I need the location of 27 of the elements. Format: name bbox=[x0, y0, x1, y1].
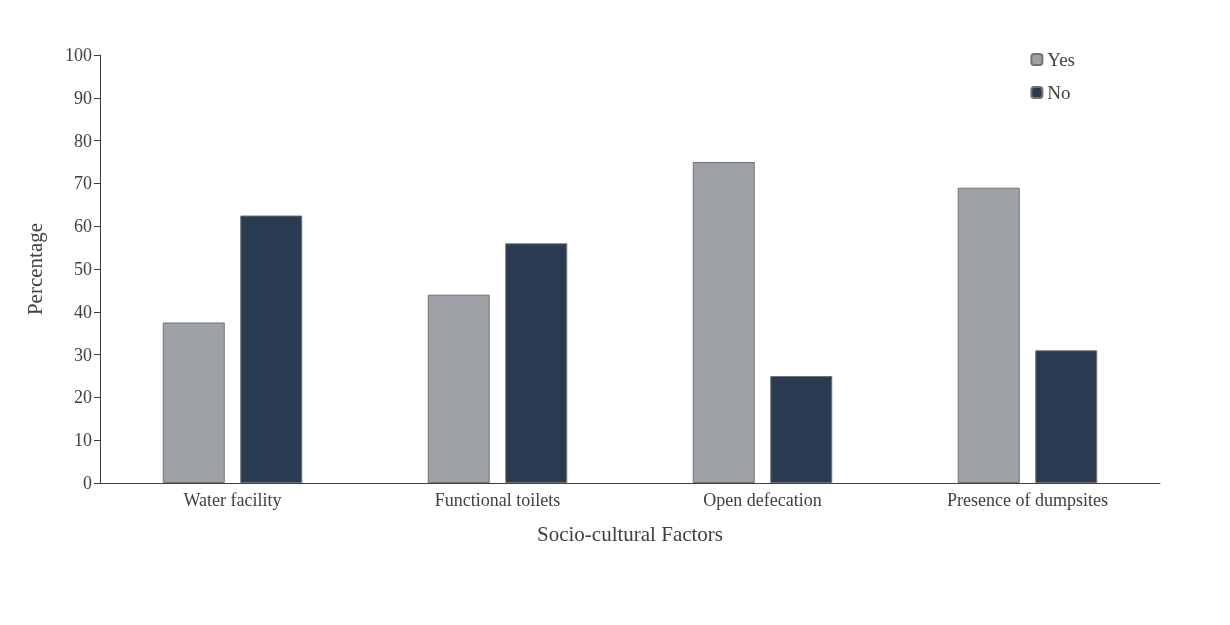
y-tick-label: 100 bbox=[65, 45, 92, 65]
bar bbox=[240, 215, 303, 483]
x-tick-label: Presence of dumpsites bbox=[947, 490, 1108, 510]
y-tick-label: 0 bbox=[83, 473, 92, 493]
bar bbox=[427, 294, 490, 483]
y-tick-label: 10 bbox=[74, 430, 92, 451]
y-tick-label: 40 bbox=[74, 301, 92, 322]
y-axis-title: Percentage bbox=[22, 222, 47, 316]
x-tick-label: Open defecation bbox=[703, 490, 822, 510]
legend-label: Yes bbox=[1047, 49, 1076, 70]
y-tick-label: 80 bbox=[74, 130, 92, 151]
bar bbox=[505, 243, 568, 483]
bar bbox=[957, 187, 1020, 483]
y-tick-label: 30 bbox=[74, 344, 92, 365]
x-tick-label: Water facility bbox=[183, 490, 282, 510]
legend-label: No bbox=[1047, 82, 1071, 103]
y-tick-label: 70 bbox=[74, 173, 92, 194]
y-tick-label: 20 bbox=[74, 387, 92, 408]
y-tick-label: 50 bbox=[74, 259, 92, 279]
bar bbox=[162, 322, 225, 483]
x-axis-title: Socio-cultural Factors bbox=[536, 521, 724, 546]
bar bbox=[770, 376, 833, 483]
bar bbox=[692, 162, 755, 483]
y-tick-label: 90 bbox=[74, 87, 92, 108]
y-tick-label: 60 bbox=[74, 216, 92, 237]
bar bbox=[1035, 350, 1098, 483]
x-tick-label: Functional toilets bbox=[434, 490, 561, 510]
